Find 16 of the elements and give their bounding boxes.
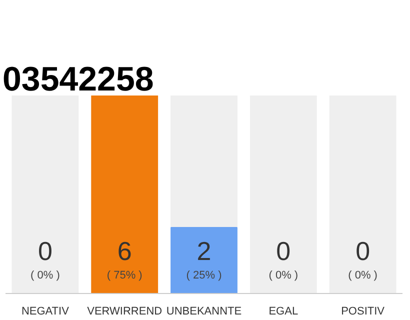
annotation: ( 75% )	[106, 270, 142, 282]
x-tick-label: VERWIRREND	[87, 306, 162, 318]
data-label: 0	[38, 236, 52, 266]
data-label: 6	[117, 236, 132, 266]
x-tick-label: POSITIV	[341, 306, 386, 318]
annotation: ( 0% )	[30, 270, 60, 282]
data-label: 2	[196, 236, 212, 266]
chart-title: 03542258	[2, 60, 154, 98]
data-label: 0	[276, 236, 291, 266]
annotation: ( 0% )	[268, 270, 298, 282]
x-tick-label: EGAL	[268, 306, 298, 318]
annotation: ( 25% )	[186, 270, 222, 282]
x-tick-label: NEGATIV	[21, 306, 70, 318]
data-label: 0	[356, 236, 370, 266]
x-tick-label: UNBEKANNTE	[166, 306, 242, 318]
annotation: ( 0% )	[348, 270, 378, 282]
